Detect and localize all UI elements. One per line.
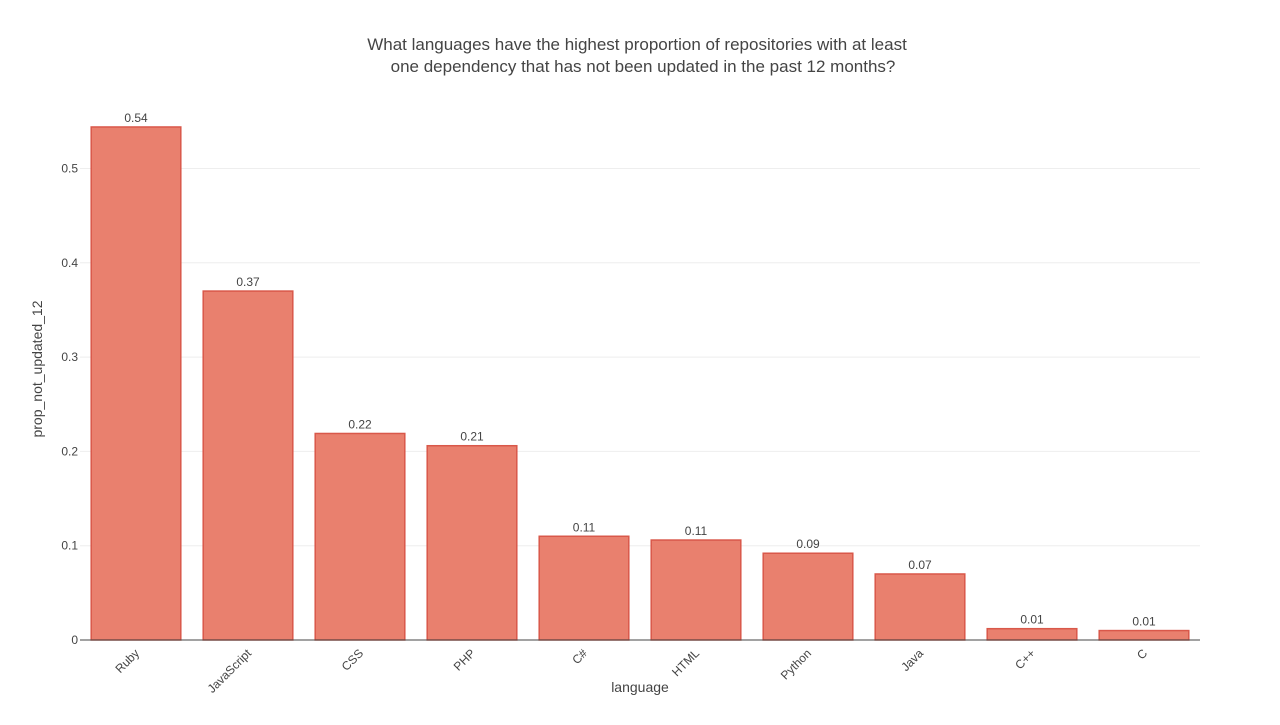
bar-php bbox=[426, 444, 518, 641]
x-axis-title: language bbox=[611, 679, 669, 695]
y-tick-label: 0.3 bbox=[61, 350, 78, 364]
chart-title: What languages have the highest proporti… bbox=[367, 35, 907, 76]
chart-title-line-1: What languages have the highest proporti… bbox=[367, 35, 907, 54]
data-label: 0.01 bbox=[1020, 613, 1044, 627]
y-tick-label: 0.2 bbox=[61, 444, 78, 458]
bars bbox=[90, 126, 1190, 641]
x-tick-label: JavaScript bbox=[205, 646, 255, 696]
bar-c bbox=[1098, 629, 1190, 641]
y-tick-label: 0.5 bbox=[61, 161, 78, 175]
data-label: 0.07 bbox=[908, 558, 932, 572]
x-tick-label: C# bbox=[569, 646, 590, 667]
x-tick-label: HTML bbox=[669, 646, 702, 679]
bar-csharp bbox=[538, 535, 630, 641]
data-label: 0.22 bbox=[348, 417, 372, 431]
x-tick-label: CSS bbox=[339, 646, 366, 673]
data-label: 0.54 bbox=[124, 111, 148, 125]
data-label: 0.21 bbox=[460, 430, 484, 444]
bar-ruby bbox=[90, 126, 182, 641]
data-label: 0.01 bbox=[1132, 615, 1156, 629]
y-axis-title: prop_not_updated_12 bbox=[29, 300, 45, 437]
y-tick-label: 0 bbox=[71, 633, 78, 647]
data-labels: 0.54 0.37 0.22 0.21 0.11 0.11 0.09 0.07 0.01 0.01 bbox=[124, 111, 1156, 629]
bar-java bbox=[874, 573, 966, 641]
chart-title-line-2: one dependency that has not been updated… bbox=[391, 57, 896, 76]
bar-javascript bbox=[202, 290, 294, 641]
data-label: 0.11 bbox=[685, 524, 708, 538]
x-tick-label: Java bbox=[898, 646, 926, 674]
bar-css bbox=[314, 432, 406, 641]
y-tick-label: 0.4 bbox=[61, 256, 78, 270]
x-tick-label: Ruby bbox=[112, 646, 142, 676]
y-tick-label: 0.1 bbox=[61, 539, 78, 553]
bar-cpp bbox=[986, 627, 1078, 641]
x-tick-label: C bbox=[1134, 646, 1150, 662]
y-axis-ticks: 0 0.1 0.2 0.3 0.4 0.5 bbox=[61, 161, 78, 647]
data-label: 0.37 bbox=[236, 275, 260, 289]
bar-python bbox=[762, 552, 854, 641]
data-label: 0.09 bbox=[796, 537, 820, 551]
data-label: 0.11 bbox=[573, 520, 596, 534]
bar-html bbox=[650, 539, 742, 641]
x-tick-label: C++ bbox=[1012, 646, 1038, 672]
x-tick-label: PHP bbox=[451, 646, 478, 673]
x-tick-label: Python bbox=[778, 646, 814, 682]
